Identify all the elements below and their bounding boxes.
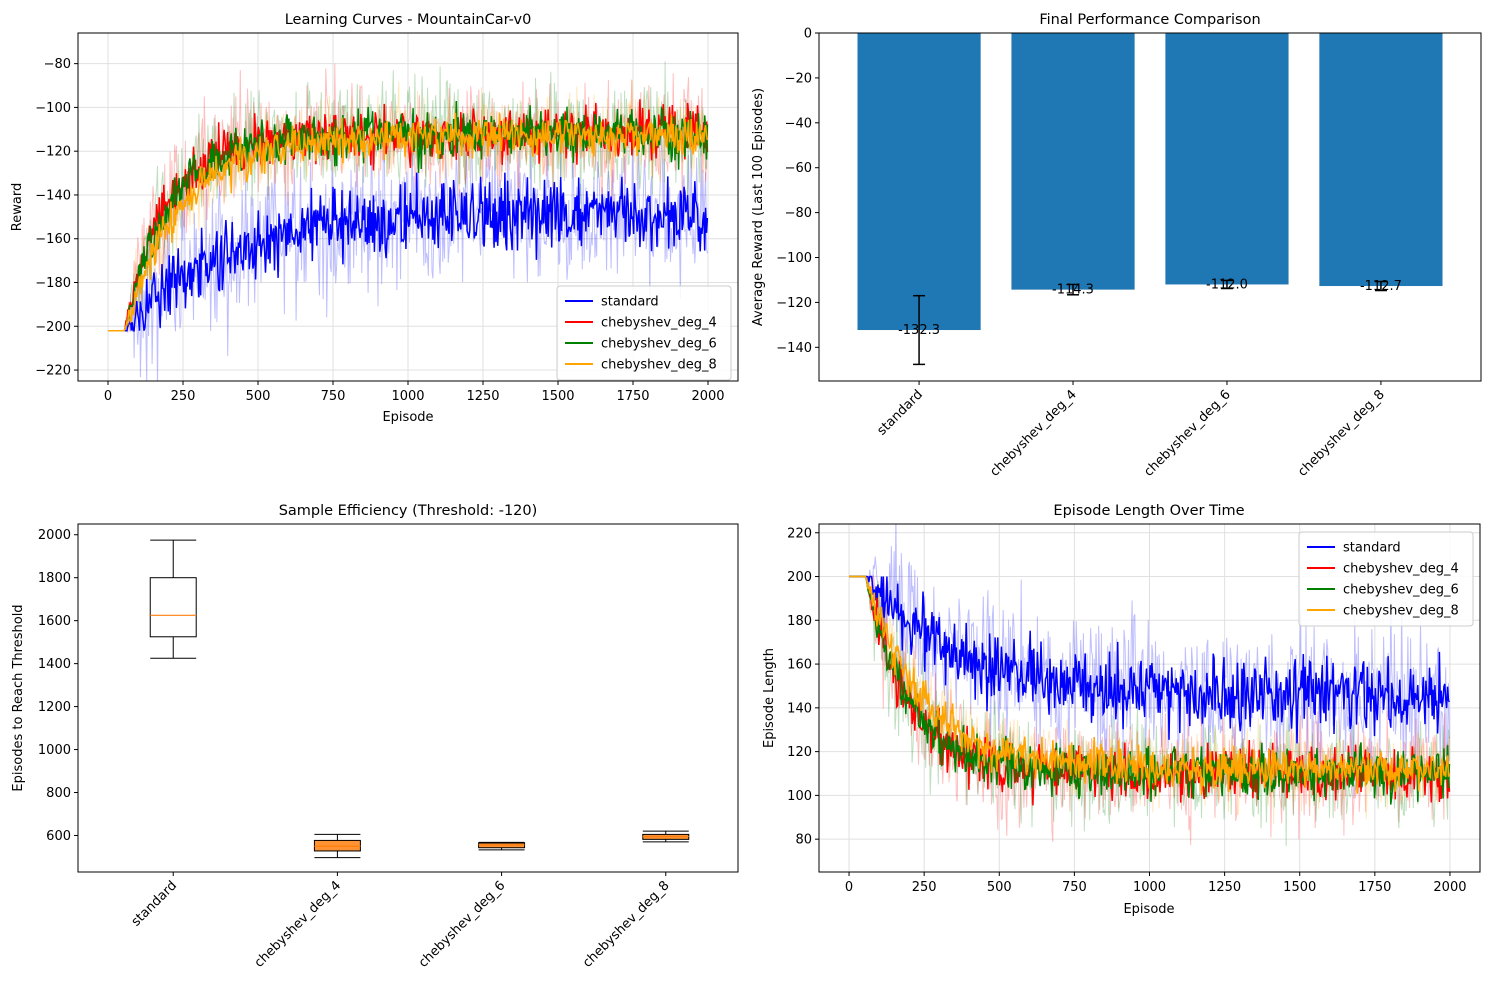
x-tick-label: 2000 <box>691 389 724 404</box>
bar-value-label: -132.3 <box>898 323 940 338</box>
bar-chebyshev_deg_4 <box>1011 33 1135 290</box>
y-tick-label: 120 <box>787 745 812 760</box>
learning-curves-title: Learning Curves - MountainCar-v0 <box>285 12 532 28</box>
x-tick-label: 500 <box>987 880 1012 895</box>
episode-length-ylabel: Episode Length <box>762 648 777 748</box>
y-tick-label: −60 <box>785 161 812 176</box>
y-tick-label: 2000 <box>38 528 71 543</box>
legend-frame <box>556 285 732 381</box>
bar-value-label: -112.7 <box>1360 279 1402 294</box>
final-performance-title: Final Performance Comparison <box>1039 12 1260 28</box>
y-tick-label: −140 <box>35 188 71 203</box>
y-tick-label: 220 <box>787 526 812 541</box>
y-tick-label: 1600 <box>38 614 71 629</box>
y-tick-label: 1800 <box>38 571 71 586</box>
y-tick-label: −200 <box>35 320 71 335</box>
x-tick-label: 500 <box>246 389 271 404</box>
legend-label: chebyshev_deg_6 <box>601 337 717 352</box>
legend-label: chebyshev_deg_6 <box>1343 583 1459 598</box>
y-tick-label: 0 <box>804 27 812 42</box>
legend-label: standard <box>601 295 659 310</box>
y-tick-label: 160 <box>787 658 812 673</box>
series-line-chebyshev_deg_6 <box>108 100 709 332</box>
series-line-standard <box>849 575 1451 744</box>
learning-curves-legend: standard chebyshev_deg_4 chebyshev_deg_6ch… <box>556 285 732 381</box>
y-tick-label: −140 <box>776 341 812 356</box>
legend-label: chebyshev_deg_8 <box>1343 604 1459 619</box>
learning-curves-xlabel: Episode <box>382 410 433 425</box>
series-line-standard <box>108 172 709 332</box>
bar-value-label: -114.3 <box>1052 283 1094 298</box>
y-tick-label: 180 <box>787 614 812 629</box>
series-line-chebyshev_deg_8 <box>108 112 709 332</box>
y-tick-label: −220 <box>35 364 71 379</box>
y-tick-label: 1200 <box>38 700 71 715</box>
bar-chebyshev_deg_8 <box>1319 33 1443 287</box>
x-tick-label: 750 <box>1062 880 1087 895</box>
episode-length-title: Episode Length Over Time <box>1053 503 1244 519</box>
learning-curves-panel: Learning Curves - MountainCar-v0 0 250 500… <box>10 12 739 425</box>
y-tick-label: 80 <box>795 833 812 848</box>
y-tick-label: −20 <box>785 71 812 86</box>
x-tick-label: 1500 <box>541 389 574 404</box>
x-tick-label: 1500 <box>1283 880 1316 895</box>
y-tick-label: −100 <box>35 101 71 116</box>
y-tick-label: −120 <box>35 145 71 160</box>
x-tick-label: 1750 <box>616 389 649 404</box>
episode-length-xlabel: Episode <box>1123 902 1174 917</box>
x-tick-label: 750 <box>321 389 346 404</box>
x-tick-label: 250 <box>912 880 937 895</box>
y-tick-label: −40 <box>785 116 812 131</box>
final-performance-ylabel: Average Reward (Last 100 Episodes) <box>751 88 766 326</box>
episode-length-legend: standard chebyshev_deg_4 chebyshev_deg_6ch… <box>1298 531 1474 627</box>
y-tick-label: 100 <box>787 789 812 804</box>
y-tick-label: 600 <box>46 829 71 844</box>
y-tick-label: −160 <box>35 232 71 247</box>
x-tick-label: 0 <box>845 880 853 895</box>
y-tick-label: 140 <box>787 701 812 716</box>
series-raw-chebyshev_deg_6 <box>108 61 708 332</box>
y-tick-label: 1400 <box>38 657 71 672</box>
y-tick-label: −80 <box>785 206 812 221</box>
x-tick-label: 1250 <box>466 389 499 404</box>
series-raw-standard <box>849 524 1450 799</box>
x-tick-label: 1250 <box>1208 880 1241 895</box>
legend-label: chebyshev_deg_4 <box>1343 562 1459 577</box>
legend-label: chebyshev_deg_8 <box>601 358 717 373</box>
bar-chebyshev_deg_6 <box>1165 33 1289 285</box>
sample-efficiency-title: Sample Efficiency (Threshold: -120) <box>279 503 538 519</box>
y-tick-label: 800 <box>46 786 71 801</box>
x-tick-label: 2000 <box>1433 880 1466 895</box>
x-tick-label: 250 <box>171 389 196 404</box>
bar-standard <box>857 33 981 331</box>
legend-label: chebyshev_deg_4 <box>601 316 717 331</box>
y-tick-label: 200 <box>787 570 812 585</box>
x-tick-label: 1750 <box>1358 880 1391 895</box>
sample-efficiency-ylabel: Episodes to Reach Threshold <box>11 604 26 791</box>
series-line-chebyshev_deg_8 <box>849 575 1451 796</box>
y-tick-label: −80 <box>44 57 71 72</box>
bar-value-label: -112.0 <box>1206 277 1248 292</box>
y-tick-label: −180 <box>35 276 71 291</box>
legend-label: standard <box>1343 541 1401 556</box>
x-tick-label: 1000 <box>391 389 424 404</box>
legend-frame <box>1298 531 1474 627</box>
x-tick-label: 1000 <box>1133 880 1166 895</box>
box-standard <box>149 577 197 638</box>
x-tick-label: 0 <box>104 389 112 404</box>
episode-length-panel: Episode Length Over Time 0 250 500 750 1000 1… <box>762 503 1481 917</box>
y-tick-label: −100 <box>776 251 812 266</box>
learning-curves-ylabel: Reward <box>10 183 25 231</box>
y-tick-label: −120 <box>776 296 812 311</box>
y-tick-label: 1000 <box>38 743 71 758</box>
